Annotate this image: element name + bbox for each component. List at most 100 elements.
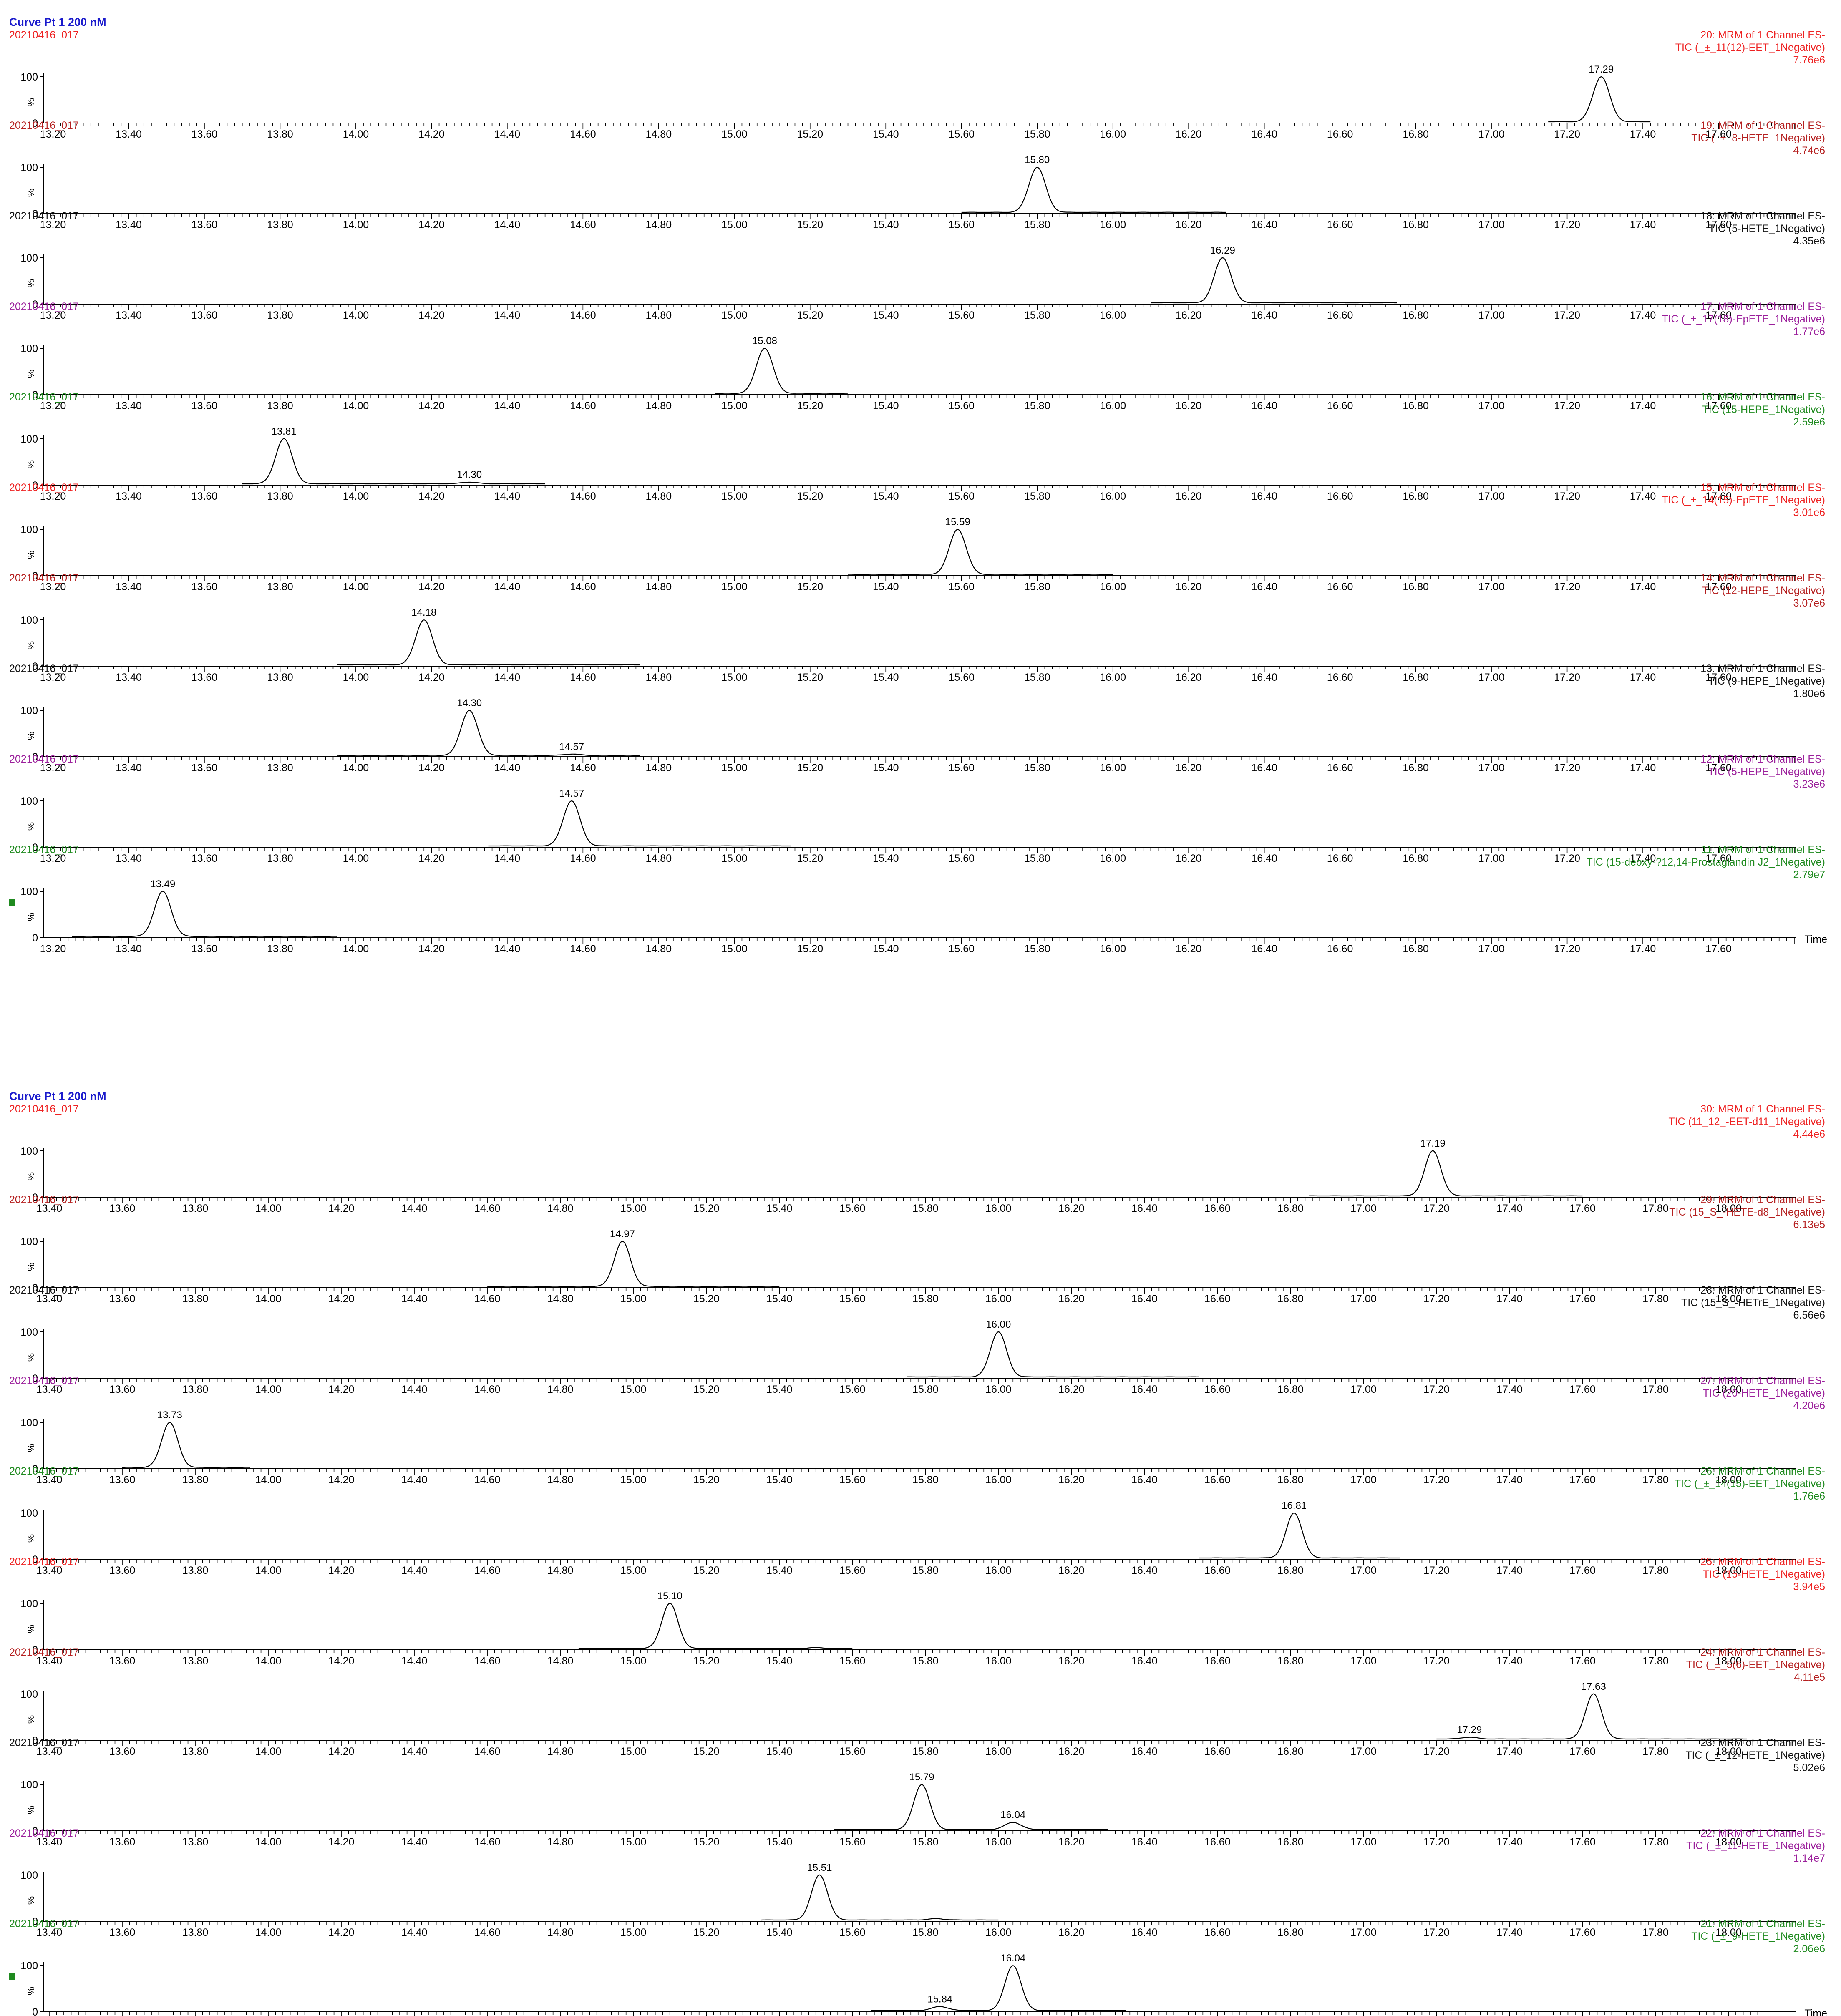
x-tick-label: 17.60 <box>1569 1746 1596 1757</box>
x-tick-label: 13.80 <box>267 128 293 140</box>
x-tick-label: 15.40 <box>873 219 899 231</box>
x-tick-label: 14.60 <box>570 943 596 955</box>
x-tick-label: 17.60 <box>1705 943 1732 955</box>
x-tick-label: 15.20 <box>797 672 824 683</box>
x-tick-label: 13.20 <box>40 491 66 502</box>
x-tick-label: 14.20 <box>418 128 445 140</box>
x-tick-label: 15.00 <box>721 672 748 683</box>
panel-file-id: 20210416_017 <box>9 1284 79 1296</box>
x-tick-label: 15.40 <box>766 1474 793 1486</box>
x-tick-label: 17.40 <box>1496 1203 1523 1214</box>
x-tick-label: 14.40 <box>494 672 521 683</box>
chromatogram-panel: 20210416_017 30: MRM of 1 Channel ES-TIC … <box>9 1103 1825 1214</box>
panel-compound-desc: TIC (15-HEPE_1Negative) <box>1702 404 1825 415</box>
x-tick-label: 18.00 <box>1715 1746 1742 1757</box>
x-tick-label: 17.40 <box>1496 1655 1523 1667</box>
x-tick-label: 13.20 <box>40 128 66 140</box>
chromatogram-panel: 20210416_017 19: MRM of 1 Channel ES-TIC … <box>9 120 1825 231</box>
x-tick-label: 13.60 <box>109 1293 136 1305</box>
chromatogram-trace <box>834 1784 1108 1830</box>
peak-label: 14.18 <box>411 607 436 618</box>
y-axis-label: % <box>25 1715 36 1724</box>
x-tick-label: 16.80 <box>1277 1203 1304 1214</box>
panel-file-id: 20210416_017 <box>9 1646 79 1658</box>
x-tick-label: 16.00 <box>985 1655 1012 1667</box>
x-tick-label: 15.60 <box>839 1293 866 1305</box>
x-tick-label: 15.40 <box>766 1655 793 1667</box>
panel-channel-desc: 18: MRM of 1 Channel ES- <box>1700 210 1825 222</box>
panel-compound-desc: TIC (15_S_-HETrE_1Negative) <box>1681 1297 1825 1309</box>
x-tick-label: 16.00 <box>985 1746 1012 1757</box>
x-tick-label: 15.20 <box>797 128 824 140</box>
x-tick-label: 17.00 <box>1350 1655 1377 1667</box>
x-tick-label: 14.80 <box>547 1655 574 1667</box>
panel-intensity: 1.14e7 <box>1793 1852 1825 1864</box>
x-tick-label: 14.80 <box>646 219 672 231</box>
x-tick-label: 14.40 <box>401 1836 428 1848</box>
x-tick-label: 15.00 <box>721 853 748 864</box>
chromatogram-panel: 20210416_017 15: MRM of 1 Channel ES-TIC … <box>9 482 1825 593</box>
x-tick-label: 16.60 <box>1327 310 1353 321</box>
x-tick-label: 17.40 <box>1630 581 1656 593</box>
x-tick-label: 15.40 <box>873 853 899 864</box>
x-tick-label: 14.00 <box>343 762 369 774</box>
panel-compound-desc: TIC (_±_14(15)-EpETE_1Negative) <box>1662 494 1825 506</box>
x-tick-label: 13.40 <box>36 1293 63 1305</box>
x-tick-label: 17.60 <box>1705 491 1732 502</box>
x-tick-label: 15.20 <box>797 853 824 864</box>
x-tick-label: 17.80 <box>1642 1384 1669 1395</box>
x-tick-label: 14.20 <box>418 943 445 955</box>
panel-channel-desc: 19: MRM of 1 Channel ES- <box>1700 120 1825 131</box>
x-tick-label: 14.80 <box>646 491 672 502</box>
panel-channel-desc: 25: MRM of 1 Channel ES- <box>1700 1556 1825 1568</box>
x-tick-label: 17.60 <box>1705 219 1732 231</box>
x-tick-label: 15.20 <box>693 1565 720 1576</box>
x-tick-label: 13.20 <box>40 672 66 683</box>
x-tick-label: 16.00 <box>1100 219 1126 231</box>
x-tick-label: 14.60 <box>474 1384 501 1395</box>
x-tick-label: 17.00 <box>1350 1836 1377 1848</box>
x-tick-label: 17.20 <box>1423 1655 1450 1667</box>
panel-compound-desc: TIC (_±_12-HETE_1Negative) <box>1685 1749 1825 1761</box>
y-tick-label: 0 <box>32 208 38 220</box>
y-tick-label: 0 <box>32 118 38 129</box>
x-tick-label: 14.00 <box>255 1655 282 1667</box>
panel-compound-desc: TIC (_±_14(15)-EET_1Negative) <box>1675 1478 1825 1490</box>
panel-intensity: 4.20e6 <box>1793 1400 1825 1412</box>
panel-compound-desc: TIC (_±_11(12)-EET_1Negative) <box>1675 42 1825 53</box>
x-tick-label: 14.00 <box>255 1836 282 1848</box>
panel-channel-desc: 17: MRM of 1 Channel ES- <box>1700 301 1825 312</box>
peak-label: 16.00 <box>986 1319 1011 1330</box>
x-tick-label: 17.60 <box>1569 1474 1596 1486</box>
chromatogram-trace <box>907 1331 1199 1378</box>
panel-file-id: 20210416_017 <box>9 1737 79 1749</box>
panel-file-id: 20210416_017 <box>9 1103 79 1115</box>
y-tick-label: 0 <box>32 932 38 944</box>
x-tick-label: 15.80 <box>1024 491 1050 502</box>
x-tick-label: 16.40 <box>1131 1293 1158 1305</box>
x-tick-label: 16.20 <box>1176 943 1202 955</box>
x-tick-label: 15.60 <box>839 1565 866 1576</box>
x-tick-label: 14.80 <box>646 581 672 593</box>
x-tick-label: 14.60 <box>570 853 596 864</box>
peak-label: 15.59 <box>945 516 970 528</box>
x-tick-label: 15.40 <box>873 400 899 412</box>
chromatogram-trace <box>715 348 848 394</box>
chromatogram-trace <box>488 800 791 847</box>
x-tick-label: 13.80 <box>267 672 293 683</box>
x-tick-label: 13.20 <box>40 943 66 955</box>
x-tick-label: 15.40 <box>873 128 899 140</box>
x-tick-label: 18.00 <box>1715 1474 1742 1486</box>
x-tick-label: 17.80 <box>1642 1203 1669 1214</box>
chromatogram-trace <box>72 891 337 937</box>
x-tick-label: 14.60 <box>474 1655 501 1667</box>
x-tick-label: 14.80 <box>646 310 672 321</box>
x-tick-label: 17.00 <box>1478 581 1505 593</box>
x-tick-label: 13.80 <box>182 1293 209 1305</box>
chromatogram-trace <box>1436 1693 1747 1740</box>
x-tick-label: 17.00 <box>1478 491 1505 502</box>
peak-label: 13.73 <box>157 1409 182 1421</box>
x-tick-label: 16.00 <box>1100 853 1126 864</box>
y-tick-label: 0 <box>32 1825 38 1837</box>
y-axis-label: % <box>25 189 36 197</box>
